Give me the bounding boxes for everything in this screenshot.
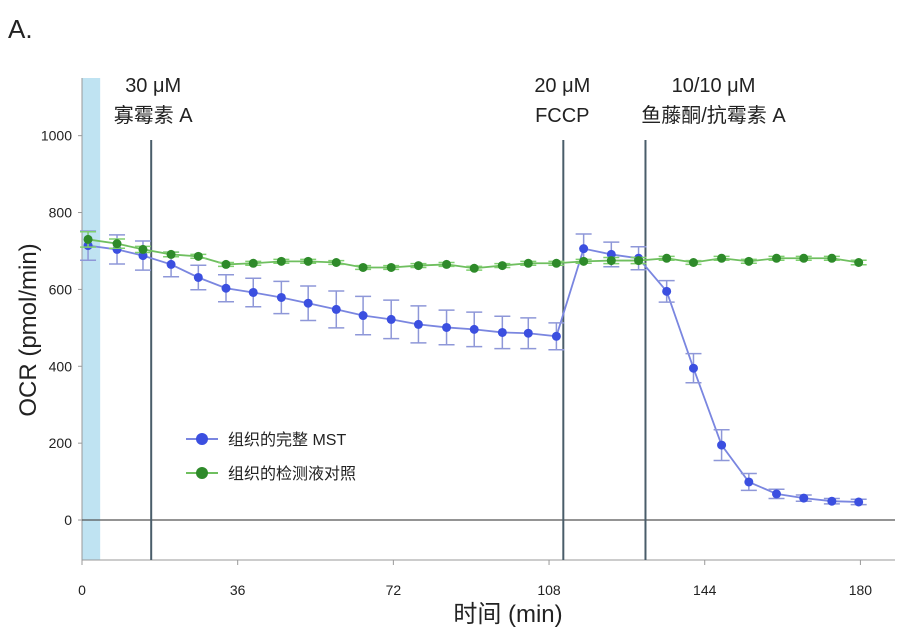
baseline-band — [82, 78, 101, 560]
data-point — [166, 249, 176, 259]
data-point — [138, 251, 148, 261]
y-tick-label: 600 — [49, 281, 73, 297]
data-point — [827, 496, 837, 506]
data-point — [854, 497, 864, 507]
series-1 — [80, 230, 867, 273]
data-point — [303, 256, 313, 266]
data-point — [827, 253, 837, 263]
data-point — [523, 328, 533, 338]
data-point — [799, 253, 809, 263]
x-axis-label: 时间 (min) — [453, 601, 562, 628]
injection-label-compound: 鱼藤酮/抗霉素 A — [641, 104, 786, 127]
injection-label-concentration: 10/10 μM — [672, 75, 756, 97]
y-tick-label: 800 — [49, 205, 73, 221]
data-point — [413, 319, 423, 329]
data-point — [248, 258, 258, 268]
injection-label-concentration: 30 μM — [125, 75, 181, 97]
data-point — [717, 253, 727, 263]
data-point — [497, 261, 507, 271]
data-point — [193, 251, 203, 261]
data-point — [634, 256, 644, 266]
x-tick-label: 180 — [849, 582, 873, 598]
x-tick-label: 0 — [78, 582, 86, 598]
x-tick-label: 144 — [693, 582, 717, 598]
data-point — [386, 314, 396, 324]
data-point — [662, 253, 672, 263]
data-point — [688, 257, 698, 267]
data-point — [83, 234, 93, 244]
data-point — [138, 244, 148, 254]
legend-marker — [196, 433, 208, 445]
data-point — [717, 440, 727, 450]
panel-label: A. — [8, 14, 33, 44]
data-point — [772, 253, 782, 263]
data-point — [523, 258, 533, 268]
data-point — [551, 331, 561, 341]
x-tick-label: 36 — [230, 582, 246, 598]
series-0 — [80, 230, 867, 507]
y-tick-label: 200 — [49, 435, 73, 451]
data-point — [276, 256, 286, 266]
data-point — [221, 283, 231, 293]
data-point — [744, 256, 754, 266]
data-point — [606, 249, 616, 259]
data-point — [772, 489, 782, 499]
data-point — [854, 257, 864, 267]
legend-marker — [196, 467, 208, 479]
data-point — [799, 493, 809, 503]
data-point — [442, 259, 452, 269]
data-point — [193, 272, 203, 282]
injection-label-compound: 寡霉素 A — [114, 104, 194, 127]
data-point — [221, 259, 231, 269]
data-point — [331, 257, 341, 267]
data-point — [579, 244, 589, 254]
data-point — [386, 262, 396, 272]
legend-label: 组织的检测液对照 — [228, 465, 356, 483]
injection-label-concentration: 20 μM — [534, 75, 590, 97]
y-axis-label: OCR (pmol/min) — [15, 243, 42, 416]
data-point — [551, 258, 561, 268]
x-tick-label: 108 — [537, 582, 561, 598]
y-tick-label: 400 — [49, 358, 73, 374]
y-tick-label: 1000 — [41, 128, 72, 144]
injection-label-compound: FCCP — [535, 105, 589, 127]
data-point — [166, 259, 176, 269]
data-point — [469, 324, 479, 334]
data-point — [469, 263, 479, 273]
series-line — [87, 244, 859, 503]
data-point — [303, 298, 313, 308]
data-point — [331, 304, 341, 314]
data-point — [606, 256, 616, 266]
data-point — [579, 256, 589, 266]
data-point — [662, 286, 672, 296]
x-tick-label: 72 — [386, 582, 402, 598]
legend-label: 组织的完整 MST — [228, 431, 346, 449]
data-point — [358, 262, 368, 272]
data-point — [276, 292, 286, 302]
y-tick-label: 0 — [64, 512, 72, 528]
data-point — [744, 477, 754, 487]
data-point — [248, 287, 258, 297]
data-point — [358, 311, 368, 321]
data-point — [112, 239, 122, 249]
data-point — [497, 327, 507, 337]
data-point — [442, 322, 452, 332]
data-point — [688, 363, 698, 373]
data-point — [413, 261, 423, 271]
